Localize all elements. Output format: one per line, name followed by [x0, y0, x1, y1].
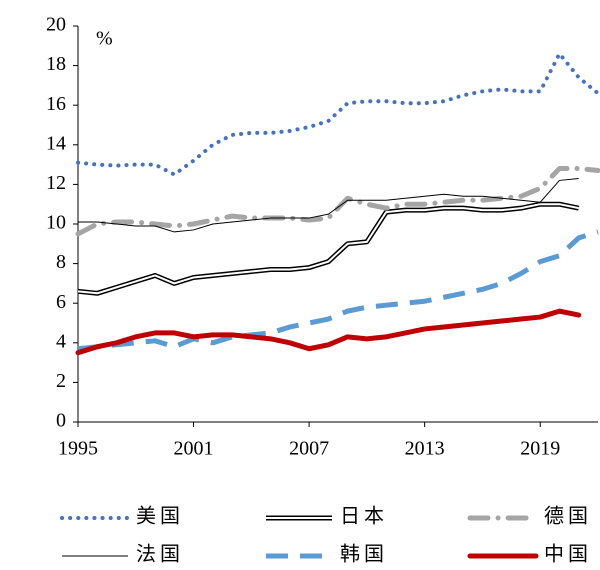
series-line: [77, 229, 599, 352]
legend-label: 美国: [136, 505, 184, 528]
series-line: [77, 203, 579, 295]
series-line: [75, 166, 600, 237]
legend-label: 法国: [136, 543, 184, 566]
y-tick-label: 8: [56, 251, 66, 273]
y-tick-label: 4: [56, 330, 66, 352]
series-line: [76, 51, 600, 177]
legend-label: 日本: [340, 505, 388, 528]
legend-label: 韩国: [340, 543, 388, 566]
y-tick-label: 18: [46, 53, 66, 75]
y-tick-label: 6: [56, 291, 66, 313]
x-tick-label: 2019: [520, 438, 560, 460]
series-line: [75, 308, 582, 356]
unit-annotation: %: [96, 28, 113, 50]
x-tick-label: 1995: [58, 438, 98, 460]
y-tick-label: 14: [46, 132, 66, 154]
y-tick-label: 16: [46, 93, 66, 115]
x-tick-label: 2007: [289, 438, 329, 460]
legend-label: 中国: [544, 543, 592, 566]
legend-label: 德国: [544, 505, 592, 528]
y-tick-label: 2: [56, 370, 66, 392]
y-tick-label: 12: [46, 172, 66, 194]
y-tick-label: 20: [46, 14, 66, 36]
series-line: [78, 177, 579, 233]
y-tick-label: 0: [56, 410, 66, 432]
y-tick-label: 10: [46, 212, 66, 234]
x-tick-label: 2001: [174, 438, 214, 460]
x-tick-label: 2013: [405, 438, 445, 460]
